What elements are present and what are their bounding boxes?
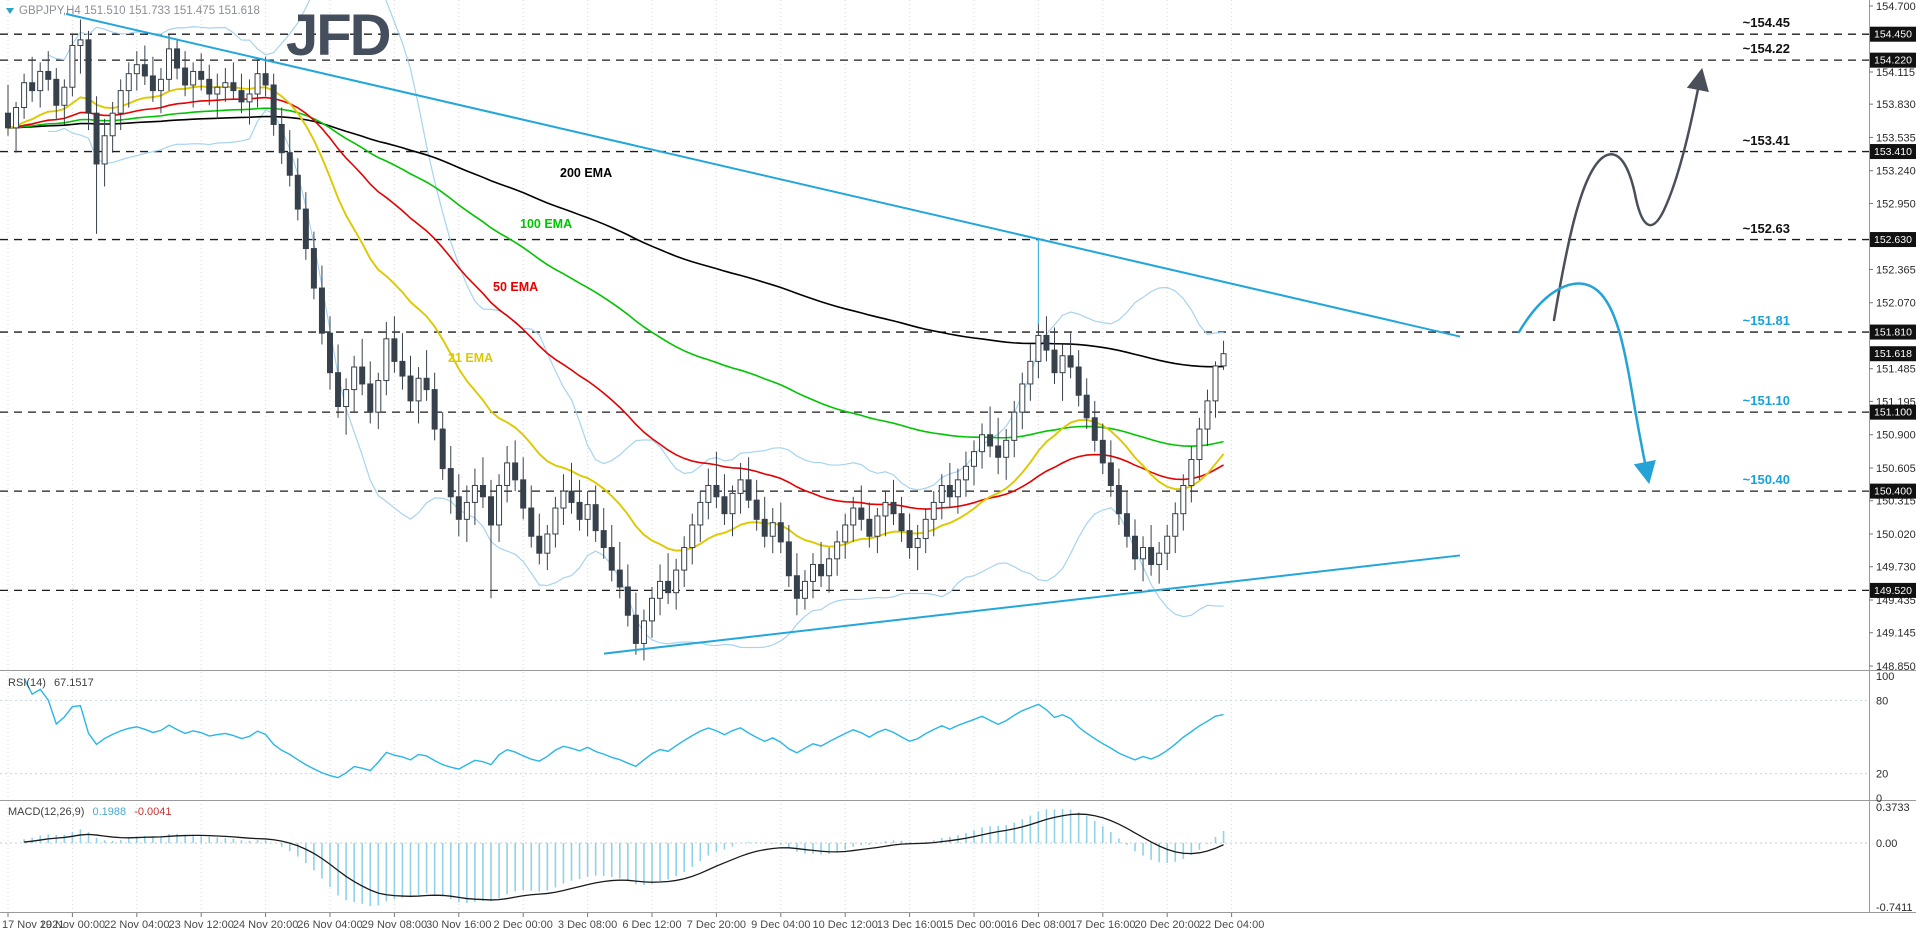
svg-text:149.145: 149.145: [1876, 628, 1916, 640]
200-ema-label: 200 EMA: [560, 166, 613, 180]
svg-text:100: 100: [1876, 671, 1894, 683]
svg-text:153.830: 153.830: [1876, 99, 1916, 111]
ascending-support[interactable]: [603, 554, 1461, 655]
candlesticks: [5, 19, 1227, 661]
svg-text:154.450: 154.450: [1874, 29, 1912, 41]
symbol-dropdown-icon[interactable]: [6, 8, 14, 14]
svg-text:13 Dec 16:00: 13 Dec 16:00: [877, 919, 942, 931]
svg-text:2 Dec 00:00: 2 Dec 00:00: [494, 919, 553, 931]
projection-arrow-up[interactable]: [1552, 67, 1709, 322]
svg-text:23 Nov 12:00: 23 Nov 12:00: [168, 919, 233, 931]
level-label-154.45[interactable]: ~154.45: [1742, 15, 1790, 31]
level-label-151.81[interactable]: ~151.81: [1742, 313, 1790, 329]
svg-text:150.020: 150.020: [1876, 529, 1916, 541]
svg-text:3 Dec 08:00: 3 Dec 08:00: [558, 919, 617, 931]
svg-text:150.400: 150.400: [1874, 486, 1912, 498]
level-label-152.63[interactable]: ~152.63: [1742, 220, 1790, 236]
bollinger-bands: [48, 0, 1224, 649]
svg-text:16 Dec 08:00: 16 Dec 08:00: [1006, 919, 1071, 931]
svg-text:0: 0: [1876, 793, 1882, 805]
svg-text:152.950: 152.950: [1876, 198, 1916, 210]
macd-value-signal: -0.0041: [134, 806, 172, 818]
svg-text:149.730: 149.730: [1876, 562, 1916, 574]
macd-name: MACD(12,26,9): [8, 806, 85, 818]
svg-text:154.700: 154.700: [1876, 1, 1916, 13]
rejection-arrow-down[interactable]: [1517, 282, 1656, 485]
svg-text:154.115: 154.115: [1876, 67, 1915, 79]
rsi-name: RSI(14): [8, 677, 46, 689]
symbol-title: GBPJPY,H4 151.510 151.733 151.475 151.61…: [6, 5, 260, 17]
macd-indicator-label: MACD(12,26,9) 0.1988 -0.0041: [8, 806, 177, 818]
svg-text:10 Dec 12:00: 10 Dec 12:00: [812, 919, 877, 931]
rsi-line: [23, 678, 1224, 779]
100-ema-label: 100 EMA: [520, 217, 573, 231]
svg-text:22 Dec 04:00: 22 Dec 04:00: [1199, 919, 1264, 931]
rsi-value: 67.1517: [53, 677, 94, 689]
svg-text:153.240: 153.240: [1876, 166, 1916, 178]
svg-text:22 Nov 04:00: 22 Nov 04:00: [104, 919, 169, 931]
svg-text:148.850: 148.850: [1876, 661, 1916, 673]
level-label-153.41[interactable]: ~153.41: [1742, 132, 1790, 148]
svg-text:152.070: 152.070: [1876, 298, 1916, 310]
svg-text:150.900: 150.900: [1876, 430, 1916, 442]
svg-text:0.00: 0.00: [1876, 838, 1897, 850]
svg-text:149.520: 149.520: [1874, 585, 1912, 597]
macd-value-main: 0.1988: [92, 806, 127, 818]
rsi-indicator-label: RSI(14) 67.1517: [8, 677, 99, 689]
svg-text:-0.7411: -0.7411: [1876, 902, 1913, 914]
svg-text:153.535: 153.535: [1876, 132, 1916, 144]
level-label-154.22[interactable]: ~154.22: [1742, 41, 1790, 57]
svg-text:151.100: 151.100: [1874, 407, 1912, 419]
svg-text:24 Nov 20:00: 24 Nov 20:00: [233, 919, 298, 931]
jfd-logo: JFD: [286, 3, 392, 68]
grid: [7, 0, 1233, 912]
svg-text:7 Dec 20:00: 7 Dec 20:00: [687, 919, 746, 931]
50-ema-label: 50 EMA: [493, 280, 539, 294]
svg-text:9 Dec 04:00: 9 Dec 04:00: [751, 919, 810, 931]
price-axis[interactable]: 154.700 154.115 153.830 153.535 153.240 152.9…: [1869, 1, 1916, 673]
level-label-151.1[interactable]: ~151.10: [1742, 393, 1790, 409]
svg-text:0.3733: 0.3733: [1876, 802, 1910, 814]
svg-text:17 Nov 2021: 17 Nov 2021: [2, 919, 64, 931]
level-label-150.4[interactable]: ~150.40: [1742, 472, 1790, 488]
21-ema-label: 21 EMA: [448, 351, 494, 365]
svg-text:150.605: 150.605: [1876, 463, 1916, 475]
svg-text:149.435: 149.435: [1876, 595, 1916, 607]
ema-lines: [7, 85, 1225, 552]
svg-text:15 Dec 00:00: 15 Dec 00:00: [941, 919, 1006, 931]
svg-text:30 Nov 16:00: 30 Nov 16:00: [426, 919, 491, 931]
svg-text:29 Nov 08:00: 29 Nov 08:00: [362, 919, 427, 931]
svg-text:151.810: 151.810: [1874, 327, 1912, 339]
descending-resistance[interactable]: [65, 12, 1461, 338]
svg-text:20: 20: [1876, 769, 1888, 781]
svg-text:17 Dec 16:00: 17 Dec 16:00: [1070, 919, 1135, 931]
svg-text:150.315: 150.315: [1876, 496, 1916, 508]
svg-text:153.410: 153.410: [1874, 146, 1912, 158]
svg-text:6 Dec 12:00: 6 Dec 12:00: [622, 919, 681, 931]
macd-histogram: [23, 808, 1225, 907]
svg-text:152.365: 152.365: [1876, 264, 1916, 276]
svg-text:20 Dec 20:00: 20 Dec 20:00: [1134, 919, 1199, 931]
svg-text:26 Nov 04:00: 26 Nov 04:00: [297, 919, 362, 931]
svg-text:151.618: 151.618: [1874, 348, 1912, 360]
svg-text:80: 80: [1876, 695, 1888, 707]
svg-text:152.630: 152.630: [1874, 234, 1912, 246]
macd-signal-line: [24, 813, 1224, 901]
symbol-ohlc-text: GBPJPY,H4 151.510 151.733 151.475 151.61…: [19, 5, 260, 17]
svg-text:154.220: 154.220: [1874, 55, 1912, 67]
support-resistance-lines[interactable]: [0, 33, 1869, 592]
svg-text:19 Nov 00:00: 19 Nov 00:00: [40, 919, 105, 931]
svg-text:151.485: 151.485: [1876, 364, 1916, 376]
